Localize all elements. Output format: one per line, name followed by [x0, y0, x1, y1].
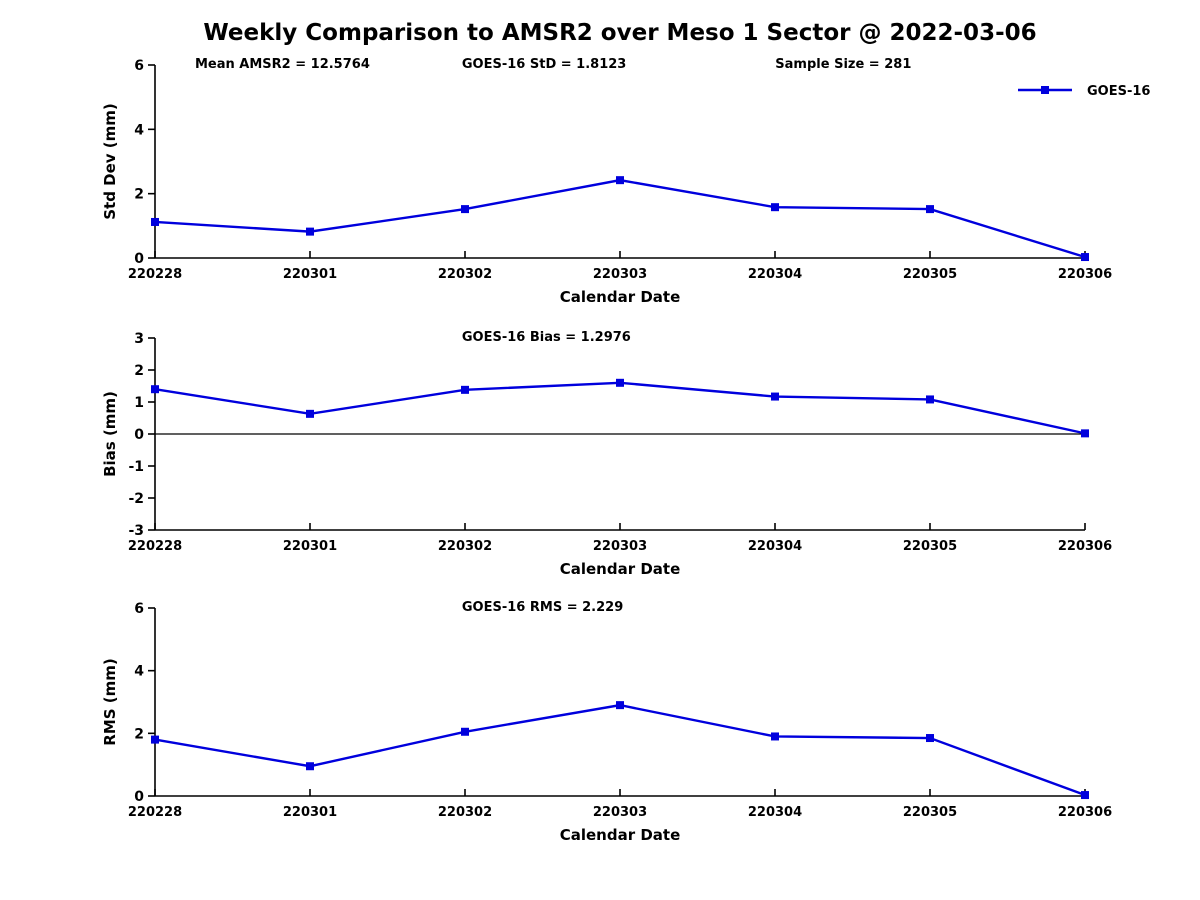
bias-y-tick-label: 2	[134, 363, 144, 379]
bias-x-tick-label: 220302	[438, 539, 492, 554]
bias-x-tick-label: 220304	[748, 539, 802, 554]
std-dev-y-axis-label: Std Dev (mm)	[101, 103, 119, 220]
bias-data-marker	[616, 378, 624, 387]
std-dev-annotation: Mean AMSR2 = 12.5764	[195, 57, 370, 72]
bias-data-marker	[306, 409, 314, 418]
std-dev-data-marker	[616, 176, 624, 185]
rms-x-tick-label: 220302	[438, 805, 492, 820]
std-dev-data-marker	[771, 203, 779, 212]
bias-y-tick-label: 0	[134, 427, 144, 443]
rms-y-tick-label: 4	[134, 664, 144, 680]
bias-x-tick-label: 220305	[903, 539, 957, 554]
bias-data-marker	[151, 385, 159, 394]
bias-series-line	[154, 381, 1086, 435]
rms-annotation: GOES-16 RMS = 2.229	[462, 600, 623, 615]
std-dev-data-marker	[151, 217, 159, 226]
rms-y-tick-label: 2	[134, 726, 144, 742]
std-dev-x-tick-label: 220302	[438, 267, 492, 282]
rms-y-axis-label: RMS (mm)	[101, 658, 119, 745]
rms-x-tick-label: 220305	[903, 805, 957, 820]
rms-x-axis-label: Calendar Date	[560, 826, 681, 844]
rms-data-marker	[306, 762, 314, 771]
std-dev-series-line	[154, 178, 1086, 259]
bias-y-tick-label: -2	[128, 491, 144, 507]
bias-data-marker	[771, 392, 779, 401]
std-dev-x-tick-label: 220228	[128, 267, 182, 282]
std-dev-y-tick-label: 2	[134, 187, 144, 203]
std-dev-data-marker	[1081, 253, 1089, 262]
legend-label: GOES-16	[1087, 84, 1150, 99]
rms-data-marker	[616, 701, 624, 710]
rms-x-tick-label: 220306	[1058, 805, 1112, 820]
legend-marker-sample	[1041, 86, 1049, 94]
rms-series-line	[154, 703, 1086, 797]
bias-x-tick-label: 220306	[1058, 539, 1112, 554]
rms-x-tick-label: 220228	[128, 805, 182, 820]
std-dev-data-marker	[306, 227, 314, 236]
std-dev-annotation: GOES-16 StD = 1.8123	[462, 57, 626, 72]
bias-data-marker	[926, 395, 934, 404]
std-dev-x-tick-label: 220306	[1058, 267, 1112, 282]
rms-data-marker	[151, 735, 159, 744]
bias-x-tick-label: 220228	[128, 539, 182, 554]
bias-y-axis-label: Bias (mm)	[101, 391, 119, 477]
std-dev-y-tick-label: 6	[134, 58, 144, 74]
bias-y-tick-label: -1	[128, 459, 144, 475]
bias-x-axis-label: Calendar Date	[560, 560, 681, 578]
bias-data-marker	[461, 385, 469, 394]
std-dev-y-tick-label: 4	[134, 122, 144, 138]
bias-x-tick-label: 220303	[593, 539, 647, 554]
std-dev-y-tick-label: 0	[134, 251, 144, 267]
bias-y-tick-label: -3	[128, 523, 144, 539]
bias-y-tick-label: 1	[134, 395, 144, 411]
std-dev-x-tick-label: 220305	[903, 267, 957, 282]
rms-data-marker	[1081, 791, 1089, 800]
std-dev-x-tick-label: 220303	[593, 267, 647, 282]
std-dev-data-marker	[926, 205, 934, 214]
bias-y-tick-label: 3	[134, 331, 144, 347]
bias-x-tick-label: 220301	[283, 539, 337, 554]
rms-data-marker	[926, 734, 934, 743]
rms-x-tick-label: 220304	[748, 805, 802, 820]
std-dev-x-tick-label: 220301	[283, 267, 337, 282]
std-dev-annotation: Sample Size = 281	[775, 57, 911, 72]
std-dev-data-marker	[461, 205, 469, 214]
rms-y-tick-label: 0	[134, 789, 144, 805]
rms-x-tick-label: 220303	[593, 805, 647, 820]
std-dev-x-axis-label: Calendar Date	[560, 288, 681, 306]
bias-data-marker	[1081, 429, 1089, 438]
rms-data-marker	[771, 732, 779, 741]
rms-y-tick-label: 6	[134, 601, 144, 617]
bias-annotation: GOES-16 Bias = 1.2976	[462, 330, 631, 345]
rms-x-tick-label: 220301	[283, 805, 337, 820]
std-dev-x-tick-label: 220304	[748, 267, 802, 282]
figure-title: Weekly Comparison to AMSR2 over Meso 1 S…	[203, 20, 1037, 46]
rms-data-marker	[461, 727, 469, 736]
